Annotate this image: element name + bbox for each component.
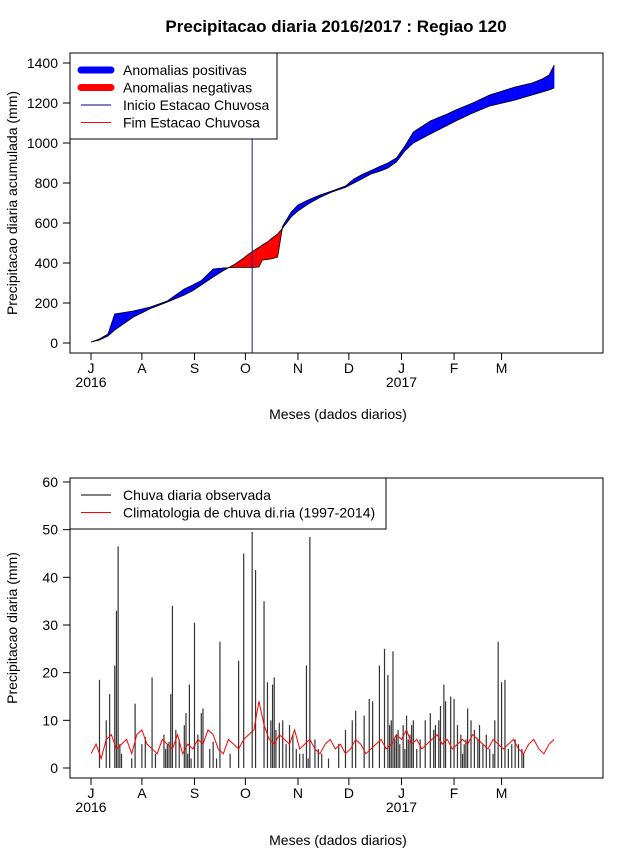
cumulative-legend-label: Anomalias positivas <box>123 62 247 78</box>
climatology-line-group <box>90 701 555 761</box>
cumulative-y-tick-label: 1200 <box>27 95 58 111</box>
daily-x-tick-label: A <box>137 785 147 801</box>
daily-x-tick-label: S <box>190 785 199 801</box>
daily-legend-label: Climatologia de chuva di.ria (1997-2014) <box>123 505 375 521</box>
cumulative-y-tick-label: 1400 <box>27 55 58 71</box>
chart-title: Precipitacao diaria 2016/2017 : Regiao 1… <box>165 17 506 36</box>
daily-y-tick-label: 50 <box>42 522 58 538</box>
daily-y-tick-label: 40 <box>42 569 58 585</box>
daily-y-tick-label: 10 <box>42 712 58 728</box>
cumulative-x-tick-label: M <box>496 360 508 376</box>
daily-y-tick-label: 30 <box>42 617 58 633</box>
cumulative-axes: 0 200 400 600 800 1000 1200 1400 J A S O N D J F M 2016 20… <box>27 55 508 390</box>
cumulative-x-tick-label: S <box>190 360 199 376</box>
cumulative-panel: 0 200 400 600 800 1000 1200 1400 J A S O N D J F M 2016 20… <box>4 52 604 422</box>
positive-anomaly-band <box>472 94 490 114</box>
positive-anomaly-band <box>542 74 550 93</box>
daily-x-tick-label: N <box>293 785 303 801</box>
cumulative-year-label: 2017 <box>386 374 417 390</box>
cumulative-legend-label: Anomalias negativas <box>123 80 252 96</box>
positive-anomaly-band <box>413 120 431 144</box>
daily-year-label: 2016 <box>75 799 106 815</box>
daily-bars <box>98 532 525 768</box>
cumulative-x-tick-label: N <box>293 360 303 376</box>
daily-y-tick-label: 0 <box>50 760 58 776</box>
cumulative-x-tick-label: J <box>398 360 405 376</box>
cumulative-y-tick-label: 0 <box>50 335 58 351</box>
daily-legend-box <box>69 477 387 530</box>
cumulative-x-tick-label: J <box>88 360 95 376</box>
cumulative-y-tick-label: 400 <box>35 255 59 271</box>
daily-x-tick-label: O <box>240 785 251 801</box>
daily-x-tick-label: F <box>450 785 459 801</box>
climatology-cumulative-line <box>90 87 555 343</box>
positive-anomaly-band <box>379 162 389 172</box>
positive-anomaly-band <box>184 284 193 296</box>
daily-legend: Chuva diaria observada Climatologia de ch… <box>69 477 387 530</box>
daily-x-tick-label: M <box>496 785 508 801</box>
cumulative-x-tick-label: A <box>137 360 147 376</box>
positive-anomaly-band <box>430 113 448 135</box>
daily-panel: 0 10 20 30 40 50 60 J A S O N D J F M 2016 2017 Meses (da… <box>4 474 604 848</box>
cumulative-legend-label: Fim Estacao Chuvosa <box>123 115 260 131</box>
cumulative-y-tick-label: 800 <box>35 175 59 191</box>
daily-x-axis-label: Meses (dados diarios) <box>269 832 407 848</box>
cumulative-x-tick-label: O <box>240 360 251 376</box>
daily-x-tick-label: J <box>88 785 95 801</box>
positive-anomaly-band <box>455 102 473 122</box>
daily-legend-label: Chuva diaria observada <box>123 487 271 503</box>
negative-anomaly-band <box>270 233 278 260</box>
cumulative-legend-label: Inicio Estacao Chuvosa <box>123 97 270 113</box>
daily-y-tick-label: 60 <box>42 474 58 490</box>
cumulative-y-tick-label: 200 <box>35 295 59 311</box>
daily-year-label: 2017 <box>386 799 417 815</box>
positive-anomaly-band <box>548 64 555 91</box>
daily-axes: 0 10 20 30 40 50 60 J A S O N D J F M 2016 2017 <box>42 474 507 815</box>
cumulative-legend: Anomalias positivas Anomalias negativasIn… <box>69 52 278 140</box>
observed-cumulative-line <box>90 64 555 343</box>
cumulative-year-label: 2016 <box>75 374 106 390</box>
positive-anomaly-band <box>201 268 214 286</box>
daily-x-tick-label: D <box>344 785 354 801</box>
climatology-daily-line <box>90 701 555 761</box>
cumulative-y-axis-label: Precipitacao diaria acumulada (mm) <box>4 91 20 315</box>
cumulative-x-tick-label: D <box>344 360 354 376</box>
cumulative-y-tick-label: 600 <box>35 215 59 231</box>
daily-x-tick-label: J <box>398 785 405 801</box>
cumulative-x-axis-label: Meses (dados diarios) <box>269 406 407 422</box>
cumulative-x-tick-label: F <box>450 360 459 376</box>
cumulative-y-tick-label: 1000 <box>27 135 58 151</box>
daily-y-tick-label: 20 <box>42 665 58 681</box>
daily-y-axis-label: Precipitacao diaria (mm) <box>4 552 20 704</box>
